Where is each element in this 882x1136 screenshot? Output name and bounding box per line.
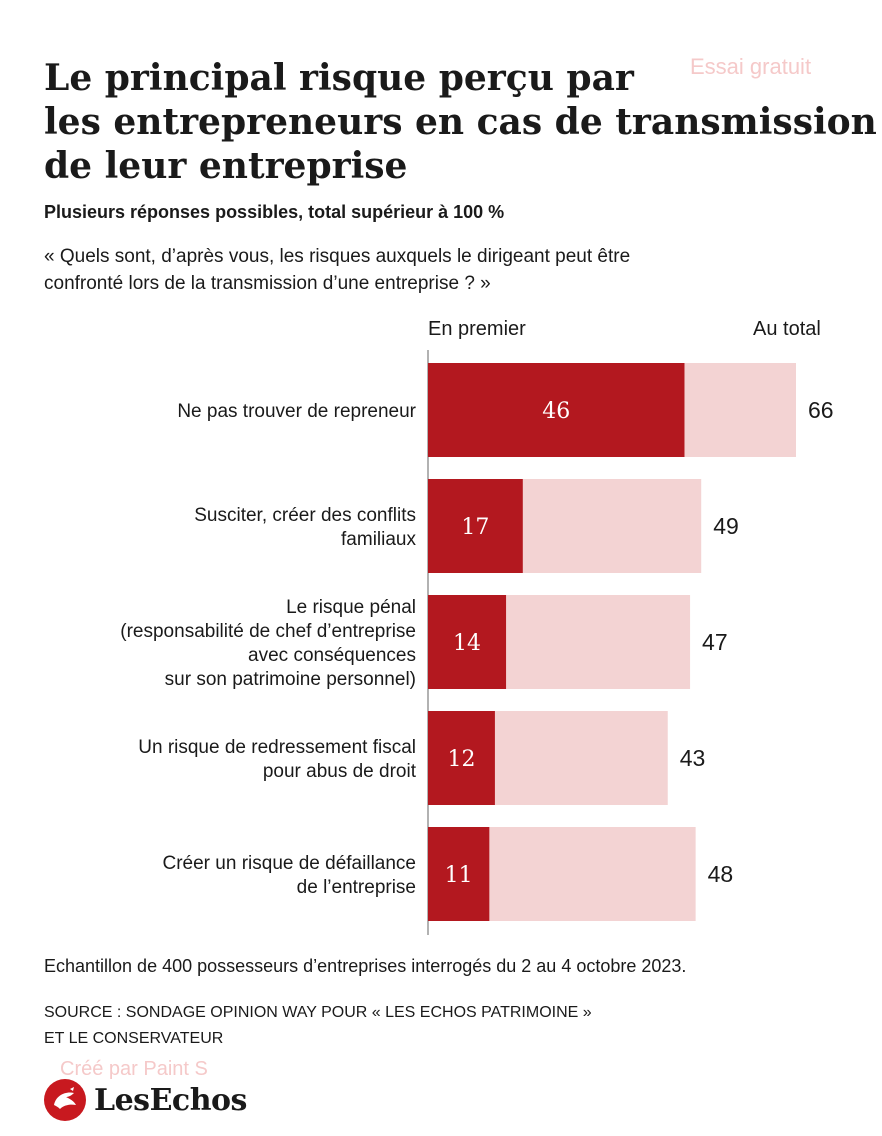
source-credit: SOURCE : SONDAGE OPINION WAY POUR « LES … bbox=[44, 1000, 744, 1052]
title-line: Le principal risque perçu par bbox=[44, 57, 634, 99]
data-label-en-premier: 12 bbox=[447, 747, 475, 772]
legend-au-total: Au total bbox=[753, 318, 821, 340]
category-label: Un risque de redressement fiscal bbox=[138, 737, 416, 758]
bar-chart: 46 66 Ne pas trouver de repreneur 17 49 Susci… bbox=[120, 350, 834, 935]
category-label: Susciter, créer des conflits bbox=[194, 505, 416, 526]
data-label-en-premier: 46 bbox=[542, 399, 570, 424]
title-line: les entrepreneurs en cas de transmission bbox=[44, 101, 877, 143]
chart-subtitle: Plusieurs réponses possibles, total supé… bbox=[44, 202, 505, 222]
category-label: sur son patrimoine personnel) bbox=[165, 669, 416, 690]
category-label: Ne pas trouver de repreneur bbox=[177, 401, 416, 422]
question-line: confronté lors de la transmission d’une … bbox=[44, 273, 491, 294]
logo-text: LesEchos bbox=[94, 1082, 247, 1118]
bar-en-premier bbox=[428, 363, 685, 457]
data-label-au-total: 47 bbox=[702, 629, 728, 655]
data-label-en-premier: 17 bbox=[461, 515, 489, 540]
category-label: Le risque pénal bbox=[286, 597, 416, 618]
title-line: de leur entreprise bbox=[44, 145, 408, 187]
category-label: (responsabilité de chef d’entreprise bbox=[120, 621, 416, 642]
category-label: avec conséquences bbox=[248, 645, 416, 666]
les-echos-logo: LesEchos bbox=[44, 1078, 247, 1122]
bar-en-premier bbox=[428, 479, 523, 573]
category-label: pour abus de droit bbox=[263, 761, 417, 782]
watermark-top: Essai gratuit bbox=[690, 54, 812, 79]
watermark-bottom: Créé par Paint S bbox=[60, 1058, 208, 1080]
question-line: « Quels sont, d’après vous, les risques … bbox=[44, 246, 631, 267]
source-line: SOURCE : SONDAGE OPINION WAY POUR « LES … bbox=[44, 1004, 592, 1021]
bar-en-premier bbox=[428, 595, 507, 689]
category-label: Créer un risque de défaillance bbox=[163, 853, 417, 874]
data-label-en-premier: 11 bbox=[445, 863, 473, 888]
source-line: ET LE CONSERVATEUR bbox=[44, 1030, 224, 1047]
bar-en-premier bbox=[428, 827, 490, 921]
category-label: de l’entreprise bbox=[297, 877, 416, 898]
data-label-au-total: 48 bbox=[708, 861, 734, 887]
data-label-au-total: 66 bbox=[808, 397, 834, 423]
sample-note: Echantillon de 400 possesseurs d’entrepr… bbox=[44, 956, 687, 976]
category-label: familiaux bbox=[341, 529, 416, 550]
survey-question: « Quels sont, d’après vous, les risques … bbox=[44, 243, 844, 297]
data-label-en-premier: 14 bbox=[453, 631, 481, 656]
bar-en-premier bbox=[428, 711, 495, 805]
legend-en-premier: En premier bbox=[428, 318, 526, 340]
data-label-au-total: 43 bbox=[680, 745, 706, 771]
les-echos-rooster-icon bbox=[44, 1079, 86, 1121]
chart-title: Le principal risque perçu par les entrep… bbox=[44, 56, 877, 188]
data-label-au-total: 49 bbox=[713, 513, 739, 539]
